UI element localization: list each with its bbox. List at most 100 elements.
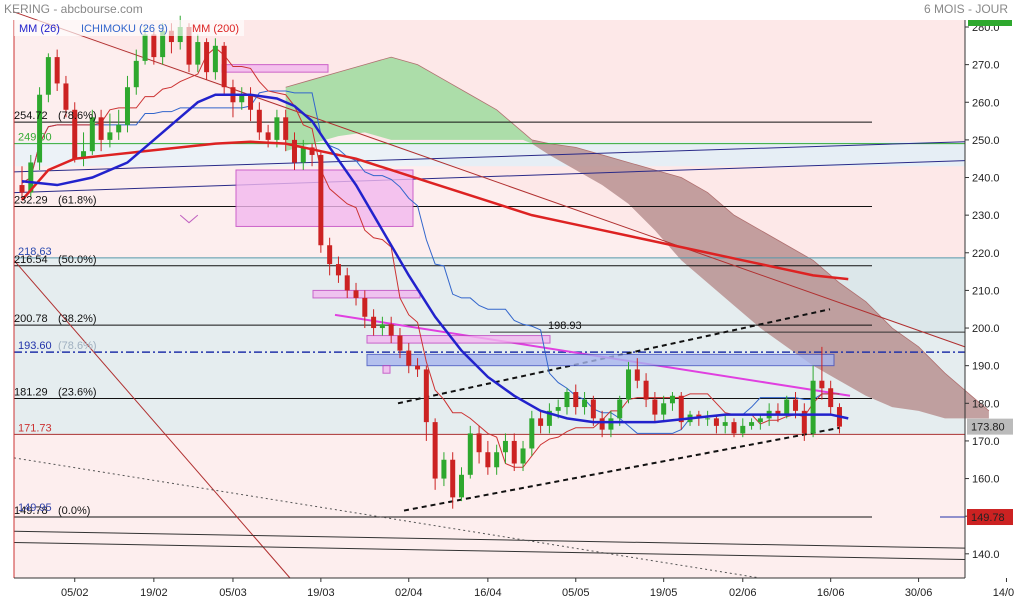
candle-up bbox=[555, 407, 561, 411]
pink-box-1 bbox=[221, 64, 329, 73]
mm200-line bbox=[21, 140, 849, 281]
candle-up bbox=[617, 399, 623, 419]
candle-up bbox=[749, 422, 755, 426]
candle-up bbox=[133, 60, 139, 88]
candle-down bbox=[793, 399, 799, 411]
gray-line-1 bbox=[13, 530, 966, 549]
ichimoku-cloud bbox=[285, 56, 990, 419]
senkou-a-line bbox=[285, 56, 990, 412]
candle-up bbox=[467, 433, 473, 475]
candle-down bbox=[801, 410, 807, 434]
y-tick-label: 210.0 bbox=[972, 285, 1000, 297]
candle-down bbox=[344, 275, 350, 291]
x-tick-label: 05/02 bbox=[61, 587, 89, 599]
candle-down bbox=[511, 440, 517, 464]
candle-down bbox=[652, 399, 658, 415]
dashed-lower-channel bbox=[403, 426, 841, 512]
x-tick-label: 02/04 bbox=[395, 587, 423, 599]
candle-down bbox=[397, 335, 403, 351]
pink-box-5 bbox=[382, 365, 391, 374]
pink-box-2 bbox=[235, 169, 414, 227]
y-tick-label: 190.0 bbox=[972, 361, 1000, 373]
fib-percent-label: (50.0%) bbox=[58, 254, 97, 266]
fib-value-label: 200.78 bbox=[14, 313, 48, 325]
candle-down bbox=[828, 388, 834, 408]
fib-percent-label: (61.8%) bbox=[58, 195, 97, 207]
x-tick-label: 19/02 bbox=[140, 587, 168, 599]
y-tick-label: 170.0 bbox=[972, 436, 1000, 448]
candle-down bbox=[415, 365, 421, 370]
candle-up bbox=[494, 452, 500, 468]
pink-box-3 bbox=[312, 289, 421, 299]
candle-up bbox=[626, 369, 632, 400]
y-tick-label: 140.0 bbox=[972, 549, 1000, 561]
candle-down bbox=[186, 27, 192, 65]
candle-down bbox=[353, 290, 359, 298]
dashed-upper-channel bbox=[397, 308, 831, 405]
candle-down bbox=[371, 316, 377, 329]
y-tick-label: 200.0 bbox=[972, 323, 1000, 335]
y-tick-label: 180.0 bbox=[972, 398, 1000, 410]
candle-up bbox=[212, 45, 218, 73]
candle-down bbox=[450, 459, 456, 498]
fib-value-label: 232.29 bbox=[14, 195, 48, 207]
candle-up bbox=[37, 94, 43, 163]
x-tick-label: 19/05 bbox=[650, 587, 678, 599]
candle-up bbox=[661, 403, 667, 415]
candle-up bbox=[740, 425, 746, 434]
fib-percent-label: (23.6%) bbox=[58, 386, 97, 398]
y-tick-label: 250.0 bbox=[972, 135, 1000, 147]
candle-down bbox=[634, 369, 640, 381]
candle-up bbox=[757, 418, 763, 423]
y-tick-label: 260.0 bbox=[972, 97, 1000, 109]
candle-down bbox=[819, 380, 825, 389]
x-tick-label: 30/06 bbox=[905, 587, 933, 599]
green-level-label: 249.00 bbox=[18, 132, 52, 144]
candle-up bbox=[45, 57, 51, 95]
legend-background bbox=[14, 20, 244, 36]
candle-up bbox=[608, 418, 614, 430]
blue-top-label: 218.63 bbox=[18, 246, 52, 258]
moving-averages bbox=[21, 93, 849, 424]
candle-up bbox=[546, 410, 552, 426]
candle-down bbox=[388, 324, 394, 336]
candle-down bbox=[335, 264, 341, 276]
candle-up bbox=[784, 399, 790, 415]
gray-line-2 bbox=[13, 542, 966, 560]
x-tick-label: 16/06 bbox=[817, 587, 845, 599]
candle-down bbox=[476, 433, 482, 453]
candle-down bbox=[423, 369, 429, 423]
candle-up bbox=[722, 422, 728, 426]
y-tick-label: 270.0 bbox=[972, 60, 1000, 72]
current-price-label: 173.80 bbox=[971, 422, 1005, 434]
candle-down bbox=[204, 42, 210, 73]
candle-down bbox=[318, 154, 324, 246]
candle-up bbox=[160, 30, 166, 58]
candle-down bbox=[291, 139, 297, 163]
fib-percent-label: (38.2%) bbox=[58, 313, 97, 325]
pink-box-4 bbox=[366, 335, 551, 344]
blue-band bbox=[14, 141, 965, 167]
candle-up bbox=[89, 117, 95, 152]
candle-up bbox=[520, 448, 526, 464]
candle-up bbox=[195, 42, 201, 65]
axes: 140.0150.0160.0170.0180.0190.0200.0210.0… bbox=[13, 20, 1014, 599]
candle-down bbox=[775, 410, 781, 415]
y-tick-label: 230.0 bbox=[972, 210, 1000, 222]
y-tick-label: 160.0 bbox=[972, 474, 1000, 486]
candle-up bbox=[28, 162, 34, 193]
candle-up bbox=[564, 392, 570, 408]
blue-box bbox=[366, 353, 835, 367]
resistance-label: 198.93 bbox=[548, 320, 582, 332]
blue-channel-lower bbox=[13, 160, 966, 194]
candle-up bbox=[300, 147, 306, 163]
candle-down bbox=[72, 109, 78, 159]
candle-down bbox=[283, 117, 289, 140]
level-labels: 254.72 (78.6%) 232.29 (61.8%) 216.54 (50.0%) 2… bbox=[14, 110, 965, 518]
low-price-tag bbox=[967, 509, 1013, 526]
candle-down bbox=[19, 185, 25, 193]
legend-ichimoku: ICHIMOKU (26 9) bbox=[81, 23, 168, 35]
candle-up bbox=[705, 418, 711, 420]
candle-down bbox=[265, 132, 271, 140]
candle-down bbox=[168, 30, 174, 43]
